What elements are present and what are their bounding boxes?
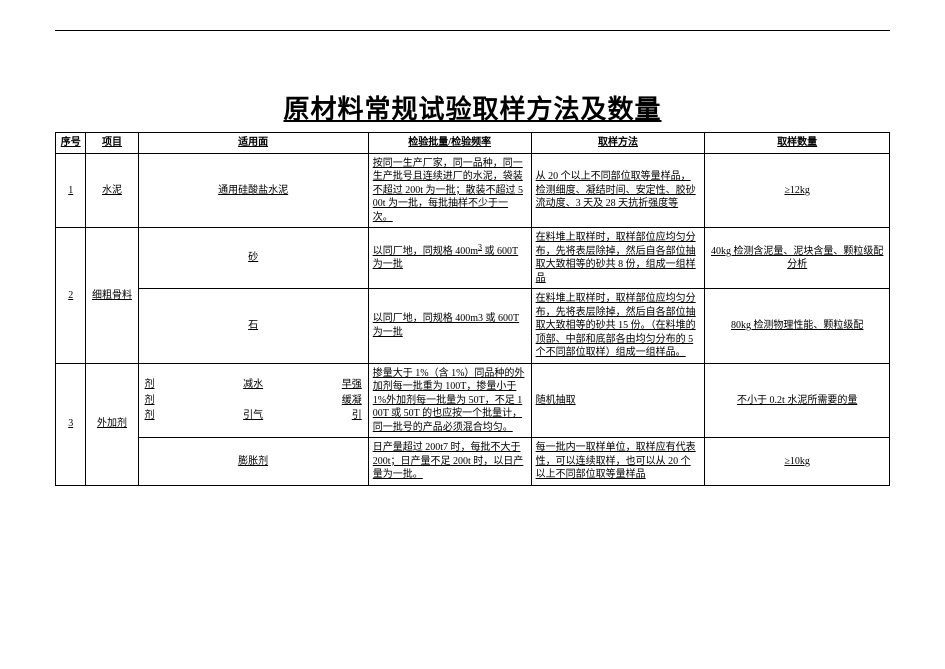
cell-seq: 1: [56, 153, 86, 228]
cell-qty: ≥10kg: [705, 438, 890, 486]
cell-method: 每一批内一取样单位，取样应有代表性，可以连续取样，也可以从 20 个以上不同部位…: [531, 438, 705, 486]
cell-method: 在料堆上取样时，取样部位应均匀分布，先将表层除掉，然后自各部位抽取大致相等的砂共…: [531, 228, 705, 289]
cell-method: 从 20 个以上不同部位取等量样品，检测细度、凝结时间、安定性、胶砂流动度、3 …: [531, 153, 705, 228]
cell-seq: 2: [56, 228, 86, 364]
table-row: 2 细粗骨料 砂 以同厂地，同规格 400m3 或 600T 为一批 在料堆上取…: [56, 228, 890, 289]
cell-item: 水泥: [86, 153, 138, 228]
cell-qty: 80kg 检测物理性能、颗粒级配: [705, 289, 890, 364]
cell-seq: 3: [56, 363, 86, 485]
table-row: 1 水泥 通用硅酸盐水泥 按同一生产厂家，同一品种，同一生产批号且连续进厂的水泥…: [56, 153, 890, 228]
materials-table: 序号 项目 适用面 检验批量/检验频率 取样方法 取样数量 1 水泥 通用硅酸盐…: [55, 132, 890, 486]
cell-batch: 以同厂地，同规格 400m3 或 600T 为一批: [368, 289, 531, 364]
col-item: 项目: [86, 133, 138, 154]
col-batch: 检验批量/检验频率: [368, 133, 531, 154]
cell-qty: ≥12kg: [705, 153, 890, 228]
cell-qty: 40kg 检测含泥量、泥块含量、颗粒级配分析: [705, 228, 890, 289]
cell-method: 随机抽取: [531, 363, 705, 438]
col-seq: 序号: [56, 133, 86, 154]
cell-scope: 石: [138, 289, 368, 364]
table-row: 石 以同厂地，同规格 400m3 或 600T 为一批 在料堆上取样时，取样部位…: [56, 289, 890, 364]
col-scope: 适用面: [138, 133, 368, 154]
cell-scope: 通用硅酸盐水泥: [138, 153, 368, 228]
cell-item: 细粗骨料: [86, 228, 138, 364]
cell-qty: 不小于 0.2t 水泥所需要的量: [705, 363, 890, 438]
cell-scope: 砂: [138, 228, 368, 289]
table-row: 膨胀剂 日产量超过 200t7 时，每批不大于 200t；日产量不足 200t …: [56, 438, 890, 486]
cell-batch: 掺量大于 1%（含 1%）同品种的外加剂每一批重为 100T，掺量小于 1%外加…: [368, 363, 531, 438]
cell-method: 在料堆上取样时，取样部位应均匀分布，先将表层除掉，然后自各部位抽取大致相等的砂共…: [531, 289, 705, 364]
additive-sublist: 剂 减水 早强 剂 缓凝 剂 引气 引: [143, 377, 364, 424]
cell-scope: 剂 减水 早强 剂 缓凝 剂 引气 引: [138, 363, 368, 438]
cell-batch: 按同一生产厂家，同一品种，同一生产批号且连续进厂的水泥，袋装不超过 200t 为…: [368, 153, 531, 228]
col-qty: 取样数量: [705, 133, 890, 154]
table-header-row: 序号 项目 适用面 检验批量/检验频率 取样方法 取样数量: [56, 133, 890, 154]
cell-scope: 膨胀剂: [138, 438, 368, 486]
cell-batch: 以同厂地，同规格 400m3 或 600T 为一批: [368, 228, 531, 289]
cell-item: 外加剂: [86, 363, 138, 485]
cell-batch: 日产量超过 200t7 时，每批不大于 200t；日产量不足 200t 时，以日…: [368, 438, 531, 486]
table-row: 3 外加剂 剂 减水 早强 剂 缓凝: [56, 363, 890, 438]
page-title: 原材料常规试验取样方法及数量: [55, 89, 890, 126]
col-method: 取样方法: [531, 133, 705, 154]
